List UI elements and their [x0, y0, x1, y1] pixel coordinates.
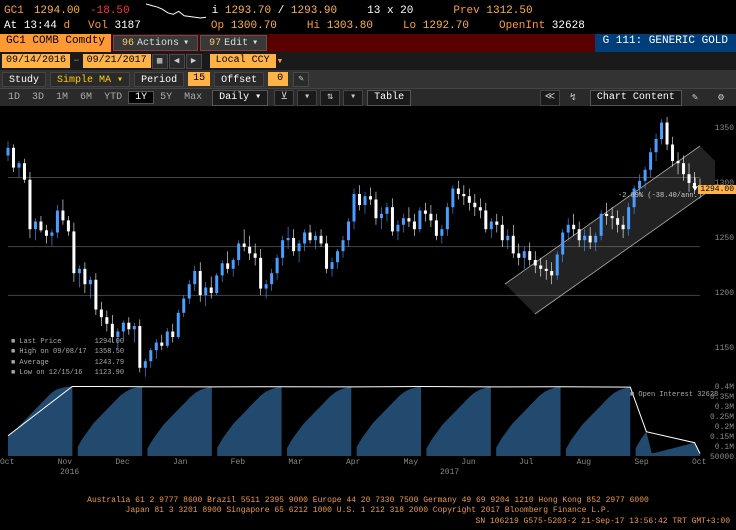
chart-legend: ■ Last Price1294.00■ High on 09/08/17135… — [6, 336, 129, 380]
range-ytd[interactable]: YTD — [98, 92, 128, 103]
footer-line2: Japan 81 3 3201 8900 Singapore 65 6212 1… — [6, 506, 730, 516]
time-axis: OctNovDecJanFebMarAprMayJunJulAugSepOct2… — [0, 458, 715, 484]
currency-select[interactable]: Local CCY — [210, 54, 276, 68]
footer: Australia 61 2 9777 8600 Brazil 5511 239… — [0, 493, 736, 530]
actions-button[interactable]: 96Actions▾ — [113, 35, 198, 51]
price-axis: 135013001250120011501294.00 — [708, 106, 736, 381]
open-interest: 32628 — [552, 20, 585, 32]
chart-content-button[interactable]: Chart Content — [590, 90, 682, 106]
range-max[interactable]: Max — [178, 92, 208, 103]
range-3d[interactable]: 3D — [26, 92, 50, 103]
range-6m[interactable]: 6M — [74, 92, 98, 103]
footer-line3: SN 106219 G575-5203-2 21-Sep-17 13:56:42… — [6, 517, 730, 527]
size-a: 13 — [367, 5, 380, 17]
chart-type-candle-icon[interactable]: ▾ — [297, 90, 317, 106]
prev-label: Prev — [453, 5, 479, 17]
ticker-header: GC1 1294.00 -18.50 i 1293.70 / 1293.90 1… — [0, 0, 736, 34]
svg-text:-2.89% (-38.40/ann.): -2.89% (-38.40/ann.) — [618, 192, 702, 200]
ask: 1293.90 — [291, 5, 337, 17]
prev-range-icon[interactable]: ◀ — [169, 54, 185, 69]
table-button[interactable]: Table — [367, 90, 411, 106]
chart-type-line-icon[interactable]: ⊻ — [274, 90, 294, 106]
graph-title: G 111: GENERIC GOLD — [595, 34, 736, 52]
study-settings-icon[interactable]: ✎ — [293, 72, 309, 87]
date-from[interactable]: 09/14/2016 — [2, 54, 70, 68]
bid-i: i — [212, 5, 219, 17]
settings-icon[interactable]: ⚙ — [708, 92, 734, 104]
range-5y[interactable]: 5Y — [154, 92, 178, 103]
low: 1292.70 — [423, 20, 469, 32]
open-interest-chart[interactable] — [0, 386, 715, 456]
size-b: 20 — [400, 5, 413, 17]
date-to[interactable]: 09/21/2017 — [83, 54, 151, 68]
period-input[interactable]: 15 — [188, 72, 210, 86]
volume: 3187 — [114, 20, 140, 32]
study-button[interactable]: Study — [2, 72, 46, 87]
next-range-icon[interactable]: ▶ — [186, 54, 202, 69]
annotations-icon[interactable]: ↯ — [560, 92, 586, 104]
range-1d[interactable]: 1D — [2, 92, 26, 103]
title-bar: GC1 COMB Comdty 96Actions▾ 97Edit▾ G 111… — [0, 34, 736, 52]
prev-value: 1312.50 — [486, 5, 532, 17]
calendar-icon[interactable]: ▦ — [152, 54, 168, 69]
offset-input[interactable]: 0 — [268, 72, 288, 86]
date-sep: – — [70, 55, 83, 67]
collapse-icon[interactable]: ≪ — [540, 90, 560, 106]
chart-type-bar-icon[interactable]: ⇅ — [320, 90, 340, 106]
period-label: Period — [134, 72, 184, 87]
study-bar: Study Simple MA ▾ Period 15 Offset 0 ✎ — [0, 70, 736, 88]
change: -18.50 — [90, 5, 130, 17]
bid: 1293.70 — [225, 5, 271, 17]
range-1y[interactable]: 1Y — [128, 91, 154, 104]
last-price: 1294.00 — [34, 5, 80, 17]
edit-button[interactable]: 97Edit▾ — [200, 35, 267, 51]
range-1m[interactable]: 1M — [50, 92, 74, 103]
offset-label: Offset — [214, 72, 264, 87]
sparkline — [146, 2, 206, 20]
security-name[interactable]: GC1 COMB Comdty — [0, 34, 111, 52]
footer-line1: Australia 61 2 9777 8600 Brazil 5511 239… — [6, 496, 730, 506]
open: 1300.70 — [231, 20, 277, 32]
oi-legend: ■ Open Interest 32628 — [630, 391, 718, 399]
ma-type-select[interactable]: Simple MA ▾ — [50, 72, 130, 87]
time: 13:44 — [24, 20, 57, 32]
date-range-bar: 09/14/2016 – 09/21/2017 ▦ ◀ ▶ Local CCY … — [0, 52, 736, 70]
edit-chart-icon[interactable]: ✎ — [682, 92, 708, 104]
chart-type-more-icon[interactable]: ▾ — [343, 90, 363, 106]
period-toolbar: 1D3D1M6MYTD1Y5YMax Daily ▾ ⊻ ▾ ⇅ ▾ Table… — [0, 88, 736, 106]
symbol[interactable]: GC1 — [4, 5, 24, 17]
chart-area[interactable]: -2.89% (-38.40/ann.) 1350130012501200115… — [0, 106, 736, 486]
high: 1303.80 — [327, 20, 373, 32]
interval-select[interactable]: Daily ▾ — [212, 90, 268, 106]
